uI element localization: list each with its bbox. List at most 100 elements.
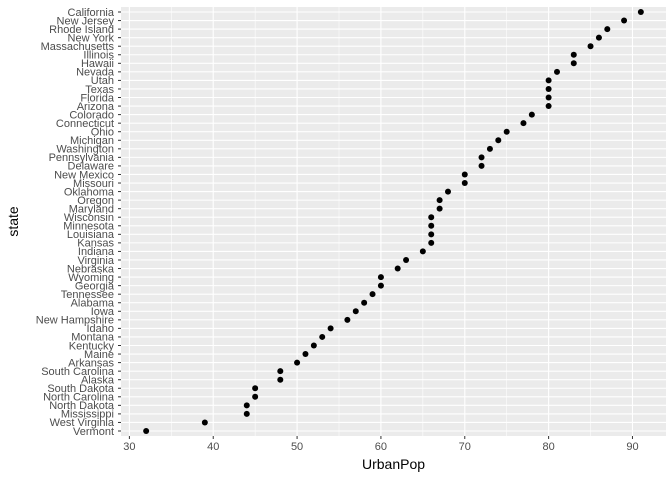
y-tick-label: Tennessee	[61, 289, 114, 301]
data-point	[545, 85, 552, 92]
y-tick-label: Connecticut	[56, 118, 114, 130]
data-point	[587, 43, 594, 50]
y-tick-label: Florida	[80, 92, 115, 104]
data-point	[637, 9, 644, 15]
plot-panel	[121, 7, 666, 436]
y-tick-label: Delaware	[68, 161, 114, 173]
y-tick-label: Minnesota	[63, 221, 115, 233]
y-tick-label: Idaho	[86, 323, 114, 335]
data-point	[528, 111, 535, 118]
y-tick-label: Alaska	[81, 374, 115, 386]
y-tick-label: New Jersey	[57, 15, 115, 27]
data-point	[621, 17, 628, 24]
data-point	[461, 180, 468, 187]
y-tick-label: Pennsylvania	[49, 152, 115, 164]
data-point	[294, 359, 301, 366]
y-tick-label: Louisiana	[67, 229, 115, 241]
data-point	[243, 410, 250, 417]
x-tick-label: 30	[123, 441, 135, 453]
data-point	[520, 120, 527, 127]
x-tick-label: 70	[459, 441, 471, 453]
data-point	[478, 154, 485, 161]
y-tick-label: North Dakota	[49, 400, 115, 412]
data-points	[143, 9, 644, 434]
y-tick-label: Vermont	[73, 426, 114, 438]
data-point	[428, 222, 435, 229]
data-point	[277, 376, 284, 383]
y-tick-label: Utah	[91, 75, 114, 87]
data-point	[545, 77, 552, 84]
y-tick-label: Iowa	[91, 306, 115, 318]
x-tick-label: 80	[542, 441, 554, 453]
y-tick-label: South Carolina	[41, 366, 115, 378]
data-point	[143, 428, 150, 434]
data-point	[570, 60, 577, 67]
data-point	[201, 419, 208, 426]
data-point	[394, 265, 401, 272]
data-point	[344, 316, 351, 323]
data-point	[377, 274, 384, 281]
y-tick-label: Missouri	[73, 178, 114, 190]
data-point	[604, 26, 611, 33]
x-tick-label: 90	[626, 441, 638, 453]
y-tick-label: California	[68, 7, 115, 19]
data-point	[445, 188, 451, 195]
y-tick-label: Hawaii	[81, 58, 114, 70]
data-point	[327, 325, 334, 332]
data-point	[570, 51, 577, 58]
y-tick-label: Maine	[84, 349, 114, 361]
y-tick-label: Oklahoma	[64, 186, 115, 198]
y-tick-label: Montana	[71, 332, 115, 344]
data-point	[545, 94, 552, 101]
data-point	[545, 103, 552, 110]
data-point	[352, 308, 359, 315]
y-tick-label: Washington	[56, 144, 114, 156]
data-point	[428, 214, 435, 221]
x-tick-label: 40	[207, 441, 219, 453]
y-tick-label: South Dakota	[47, 383, 115, 395]
y-tick-label: Arizona	[77, 101, 115, 113]
y-tick-label: Mississippi	[61, 409, 114, 421]
data-point	[419, 248, 426, 255]
y-tick-label: Nebraska	[67, 263, 115, 275]
y-tick-label: Texas	[85, 84, 114, 96]
y-tick-label: Virginia	[78, 255, 115, 267]
y-tick-label: Georgia	[75, 280, 115, 292]
y-tick-label: West Virginia	[50, 417, 115, 429]
y-axis-title: state	[5, 206, 21, 237]
x-tick-label: 50	[291, 441, 303, 453]
y-tick-label: Oregon	[77, 195, 114, 207]
y-tick-label: Colorado	[69, 109, 114, 121]
y-tick-label: Wyoming	[68, 272, 114, 284]
y-tick-label: Indiana	[78, 246, 115, 258]
y-tick-label: New Hampshire	[36, 315, 114, 327]
data-point	[478, 162, 485, 169]
y-tick-label: North Carolina	[43, 392, 115, 404]
y-tick-label: Kansas	[77, 238, 114, 250]
data-point	[252, 385, 259, 392]
data-point	[495, 137, 502, 144]
x-tick-labels: 30 40 50 60 70 80 90	[123, 436, 639, 453]
y-tick-label: Maryland	[69, 203, 114, 215]
y-tick-label: Ohio	[91, 127, 114, 139]
data-point	[319, 333, 326, 340]
y-tick-label: Illinois	[83, 50, 114, 62]
data-point	[436, 205, 443, 212]
data-point	[243, 402, 250, 409]
y-tick-label: New Mexico	[54, 169, 114, 181]
y-tick-label: Massachusetts	[41, 41, 115, 53]
data-point	[302, 351, 309, 358]
data-point	[310, 342, 317, 349]
y-tick-label: Alabama	[71, 298, 115, 310]
y-tick-label: New York	[68, 32, 115, 44]
data-point	[461, 171, 468, 178]
x-axis-title: UrbanPop	[362, 456, 425, 472]
data-point	[361, 299, 368, 306]
y-tick-label: Nevada	[76, 67, 115, 79]
data-point	[436, 197, 443, 204]
data-point	[377, 282, 384, 289]
data-point	[554, 68, 560, 75]
y-tick-label: Kentucky	[69, 340, 115, 352]
